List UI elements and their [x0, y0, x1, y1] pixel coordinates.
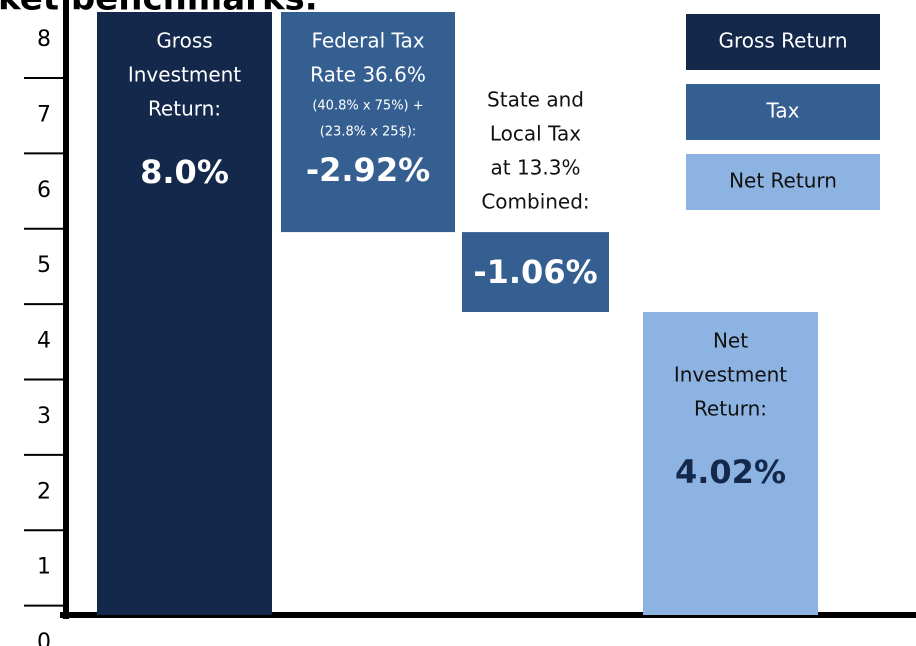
bar-label: Gross — [156, 29, 212, 53]
bar-note: (40.8% x 75%) + — [312, 99, 423, 114]
legend-label: Tax — [766, 99, 800, 123]
y-tick-label: 7 — [37, 102, 51, 127]
y-tick-label: 5 — [37, 253, 51, 278]
bar-label: at 13.3% — [491, 156, 581, 180]
bar — [643, 311, 818, 615]
y-tick-label: 8 — [37, 27, 51, 52]
bar-label: Investment — [674, 362, 787, 386]
bar-label: Return: — [148, 97, 221, 121]
bar-label: Local Tax — [490, 122, 581, 146]
bar-label: Investment — [128, 63, 241, 87]
legend-swatch — [686, 154, 880, 210]
bar-label: Combined: — [481, 190, 589, 214]
y-tick-label: 1 — [37, 555, 51, 580]
bar-label: State and — [487, 88, 584, 112]
y-tick-label: 0 — [37, 630, 51, 646]
bar-note: (23.8% x 25$): — [320, 125, 417, 140]
legend-swatch — [686, 84, 880, 140]
y-tick-label: 6 — [37, 178, 51, 203]
bar — [462, 232, 609, 312]
bar — [281, 12, 455, 233]
bar — [97, 12, 272, 615]
legend-label: Net Return — [729, 169, 837, 193]
value-label: -1.06% — [473, 253, 597, 291]
y-tick-label: 2 — [37, 479, 51, 504]
legend-label: Gross Return — [718, 29, 847, 53]
bar-label: Return: — [694, 396, 767, 420]
bar-label: Rate 36.6% — [310, 63, 426, 87]
y-tick-label: 4 — [37, 329, 51, 354]
bar-label: Net — [713, 328, 748, 352]
value-label: -2.92% — [306, 151, 430, 189]
legend-swatch — [686, 14, 880, 70]
y-tick-label: 3 — [37, 404, 51, 429]
bar-label: Federal Tax — [311, 29, 424, 53]
value-label: 8.0% — [140, 153, 229, 191]
value-label: 4.02% — [675, 453, 786, 491]
